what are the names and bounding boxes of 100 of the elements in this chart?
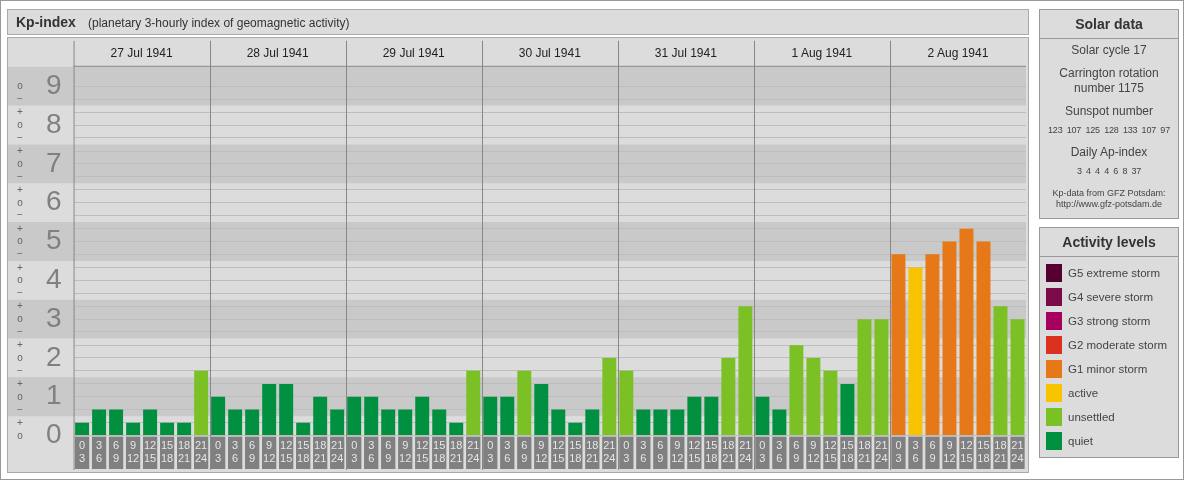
- y-tick-label: 9: [46, 68, 62, 100]
- x-tick-label: 18 21: [178, 439, 191, 465]
- legend-label: G3 strong storm: [1068, 315, 1151, 327]
- x-tick-label: 0 3: [623, 439, 630, 465]
- x-tick-label: 0 3: [759, 439, 766, 465]
- x-tick-label: 15 18: [160, 439, 174, 465]
- text: o: [16, 157, 24, 169]
- y-tick-label: 3: [46, 301, 62, 333]
- x-tick-label: 15 18: [705, 439, 718, 465]
- text: Carrington rotation number 1175: [1058, 65, 1160, 97]
- text: +: [16, 145, 24, 157]
- x-tick-label: 9 12: [671, 439, 684, 465]
- x-tick-label: 21 24: [1011, 439, 1024, 465]
- x-tick-label: 3 6: [232, 439, 239, 465]
- y-tick-label: 6: [46, 185, 62, 217]
- text: +: [16, 377, 24, 389]
- x-tick-label: 0 3: [79, 439, 86, 465]
- text: +: [16, 222, 24, 234]
- text: 123 107 125 128 133 107 97: [1047, 124, 1171, 137]
- legend-label: G5 extreme storm: [1068, 267, 1161, 279]
- x-tick-label: 12 15: [143, 439, 157, 465]
- x-tick-label: 15 18: [297, 439, 310, 465]
- text: +: [16, 261, 24, 273]
- x-tick-label: 3 6: [504, 439, 511, 465]
- x-tick-label: 21 24: [195, 439, 208, 465]
- x-tick-label: 18 21: [450, 439, 463, 465]
- y-tick-label: 5: [46, 224, 62, 256]
- text: Kp-data from GFZ Potsdam: http://www.gfz-potsdam.de: [1051, 187, 1167, 211]
- legend-label: active: [1068, 387, 1099, 399]
- x-tick-label: 12 15: [960, 439, 973, 465]
- x-tick-label: 9 12: [126, 439, 140, 465]
- text: 28 Jul 1941: [246, 46, 310, 61]
- x-tick-label: 15 18: [841, 439, 854, 465]
- x-tick-label: 0 3: [215, 439, 222, 465]
- text: −: [16, 287, 24, 299]
- legend-label: unsettled: [1068, 411, 1115, 423]
- x-tick-label: 3 6: [776, 439, 783, 465]
- chart-subtitle: (planetary 3-hourly index of geomagnetic activity): [88, 16, 350, 30]
- legend-title: Activity levels: [1040, 228, 1178, 257]
- text: +: [16, 183, 24, 195]
- y-tick-label: 1: [46, 379, 62, 411]
- x-tick-label: 0 3: [895, 439, 902, 465]
- text: −: [16, 364, 24, 376]
- x-tick-label: 18 21: [722, 439, 735, 465]
- x-tick-label: 6 9: [249, 439, 256, 465]
- x-tick-label: 9 12: [943, 439, 956, 465]
- x-tick-label: 9 12: [807, 439, 820, 465]
- text: 3 4 4 4 6 8 37: [1075, 165, 1143, 178]
- legend-label: G2 moderate storm: [1068, 339, 1168, 351]
- text: Solar cycle 17: [1070, 42, 1148, 59]
- x-tick-label: 12 15: [416, 439, 429, 465]
- text: 27 Jul 1941: [110, 46, 173, 61]
- text: Daily Ap-index: [1069, 144, 1149, 161]
- x-tick-label: 21 24: [875, 439, 888, 465]
- text: o: [16, 196, 24, 208]
- x-tick-label: 12 15: [552, 439, 565, 465]
- x-tick-label: 21 24: [467, 439, 480, 465]
- x-tick-label: 3 6: [912, 439, 919, 465]
- text: 31 Jul 1941: [654, 46, 718, 61]
- text: +: [16, 339, 24, 351]
- text: +: [16, 300, 24, 312]
- x-tick-label: 15 18: [433, 439, 446, 465]
- text: 1 Aug 1941: [791, 46, 853, 61]
- text: −: [16, 325, 24, 337]
- legend-label: quiet: [1068, 435, 1093, 447]
- x-tick-label: 6 9: [929, 439, 936, 465]
- x-tick-label: 21 24: [603, 439, 616, 465]
- text: o: [16, 80, 24, 92]
- text: o: [16, 119, 24, 131]
- text: 30 Jul 1941: [518, 46, 582, 61]
- x-tick-label: 15 18: [977, 439, 990, 465]
- text: o: [16, 313, 24, 325]
- text: o: [16, 235, 24, 247]
- x-tick-label: 3 6: [368, 439, 375, 465]
- x-tick-label: 21 24: [739, 439, 752, 465]
- text: +: [16, 106, 24, 118]
- text: o: [16, 351, 24, 363]
- y-tick-label: 8: [46, 107, 62, 139]
- text: −: [16, 209, 24, 221]
- x-tick-label: 3 6: [640, 439, 647, 465]
- text: 2 Aug 1941: [927, 46, 989, 61]
- y-tick-label: 0: [46, 418, 62, 450]
- text: −: [16, 170, 24, 182]
- x-tick-label: 18 21: [314, 439, 327, 465]
- text: 29 Jul 1941: [382, 46, 446, 61]
- x-tick-label: 6 9: [113, 439, 120, 465]
- text: −: [16, 93, 24, 105]
- x-tick-label: 9 12: [535, 439, 548, 465]
- x-tick-label: 6 9: [521, 439, 528, 465]
- text: −: [16, 131, 24, 143]
- y-tick-label: 2: [46, 340, 62, 372]
- text: −: [16, 248, 24, 260]
- x-tick-label: 18 21: [994, 439, 1007, 465]
- chart-title: Kp-index: [16, 14, 76, 30]
- y-tick-label: 7: [46, 146, 62, 178]
- legend-label: G1 minor storm: [1068, 363, 1148, 375]
- x-tick-label: 0 3: [351, 439, 358, 465]
- x-tick-label: 0 3: [487, 439, 494, 465]
- x-tick-label: 12 15: [688, 439, 701, 465]
- x-tick-label: 6 9: [657, 439, 664, 465]
